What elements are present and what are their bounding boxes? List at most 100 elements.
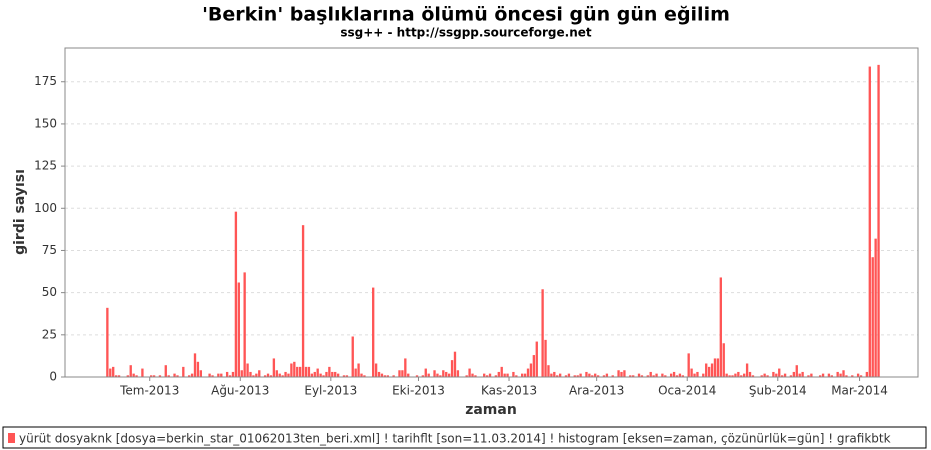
y-tick-label: 125 xyxy=(34,159,57,173)
bar xyxy=(696,371,699,377)
y-tick-label: 0 xyxy=(49,370,57,384)
bar xyxy=(243,272,246,377)
bar xyxy=(772,371,775,377)
legend-swatch xyxy=(8,433,15,443)
bar xyxy=(532,355,536,377)
bar xyxy=(810,373,813,377)
bar xyxy=(576,375,579,377)
bar xyxy=(629,375,632,377)
bar xyxy=(164,365,167,377)
bar xyxy=(217,373,220,377)
y-axis-label: girdi sayısı xyxy=(12,169,28,255)
x-tick-label: Şub-2014 xyxy=(749,384,807,398)
bar xyxy=(596,375,600,377)
bar xyxy=(734,373,737,377)
bar xyxy=(199,370,203,377)
bar xyxy=(474,375,477,377)
bar xyxy=(731,375,734,377)
bar xyxy=(278,373,281,377)
bar xyxy=(357,363,360,377)
bar xyxy=(228,375,232,377)
legend-box xyxy=(2,426,927,449)
bar xyxy=(836,371,839,377)
bar xyxy=(591,375,594,377)
bar xyxy=(655,373,658,377)
bar xyxy=(564,375,568,377)
bar xyxy=(748,371,752,377)
bar xyxy=(547,365,550,377)
bar xyxy=(398,370,401,377)
bar xyxy=(252,375,255,377)
bar xyxy=(632,375,635,377)
bar xyxy=(751,375,755,377)
bar xyxy=(874,238,877,377)
bar xyxy=(345,375,349,377)
bar xyxy=(112,366,115,377)
bar xyxy=(456,370,460,377)
x-tick-label: Kas-2013 xyxy=(481,384,537,398)
bar xyxy=(780,375,784,377)
bar xyxy=(795,365,798,377)
bar xyxy=(851,375,854,377)
bar xyxy=(401,370,404,377)
bar xyxy=(287,373,290,377)
x-tick-label: Tem-2013 xyxy=(119,384,179,398)
bar xyxy=(778,368,781,377)
bar xyxy=(740,375,743,377)
bar xyxy=(868,66,871,378)
x-tick-label: Ağu-2013 xyxy=(211,384,269,398)
bar xyxy=(392,375,395,377)
y-tick-label: 50 xyxy=(42,285,57,299)
bar xyxy=(745,363,749,377)
bar xyxy=(293,361,296,377)
bar xyxy=(611,375,614,377)
bar xyxy=(818,375,822,377)
bar xyxy=(225,371,229,377)
bar xyxy=(231,371,235,377)
x-tick-label: Ara-2013 xyxy=(569,384,624,398)
bar xyxy=(415,375,419,377)
bar xyxy=(450,360,454,377)
bar xyxy=(827,373,831,377)
bar xyxy=(605,373,609,377)
bar xyxy=(196,361,200,377)
bar xyxy=(316,368,319,377)
bar xyxy=(439,375,442,377)
bar xyxy=(234,211,238,377)
bar xyxy=(550,373,553,377)
bar xyxy=(240,370,243,377)
bar xyxy=(669,373,673,377)
bar xyxy=(705,363,708,377)
bar xyxy=(690,368,693,377)
x-tick-label: Eki-2013 xyxy=(392,384,445,398)
bar xyxy=(342,375,346,377)
bar xyxy=(258,370,261,377)
bar xyxy=(421,375,425,377)
bar xyxy=(649,371,652,377)
bar xyxy=(672,371,676,377)
bar xyxy=(693,373,696,377)
bar xyxy=(141,368,144,377)
x-tick-label: Mar-2014 xyxy=(831,384,888,398)
bar xyxy=(567,373,571,377)
bar xyxy=(447,373,451,377)
bar xyxy=(296,366,299,377)
bar xyxy=(521,373,524,377)
bar xyxy=(404,358,407,377)
bar xyxy=(313,371,316,377)
bar xyxy=(255,373,258,377)
bar xyxy=(445,371,448,377)
y-tick-label: 100 xyxy=(34,201,57,215)
bar xyxy=(792,371,796,377)
bar xyxy=(284,371,287,377)
bar xyxy=(211,375,214,377)
bar xyxy=(877,64,880,377)
bar xyxy=(515,375,518,377)
bar xyxy=(719,277,722,377)
bar xyxy=(737,371,740,377)
bar xyxy=(114,375,118,377)
bar xyxy=(500,366,503,377)
bar xyxy=(483,373,486,377)
bar xyxy=(839,373,842,377)
bar xyxy=(523,373,527,377)
